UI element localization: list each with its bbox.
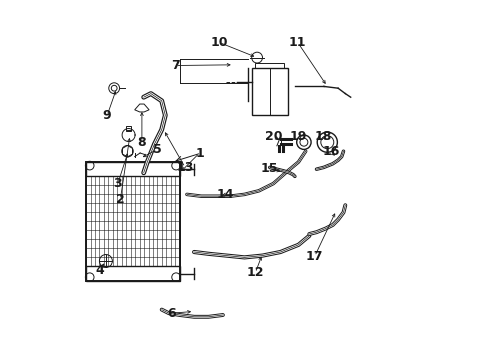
Text: 6: 6 xyxy=(167,307,176,320)
Text: 15: 15 xyxy=(260,162,277,175)
Text: 20: 20 xyxy=(264,130,282,143)
Text: 17: 17 xyxy=(305,250,323,263)
Text: 12: 12 xyxy=(246,266,264,279)
Text: 19: 19 xyxy=(288,130,306,143)
Bar xyxy=(86,162,179,176)
Bar xyxy=(255,63,284,68)
Text: 10: 10 xyxy=(210,36,227,49)
Bar xyxy=(125,126,131,131)
Bar xyxy=(251,68,287,115)
Text: 11: 11 xyxy=(288,36,306,49)
Bar xyxy=(86,266,179,281)
Bar xyxy=(86,162,179,281)
Text: 16: 16 xyxy=(322,145,339,158)
Text: 9: 9 xyxy=(102,109,111,122)
Text: 18: 18 xyxy=(314,130,331,143)
Text: 13: 13 xyxy=(176,161,193,174)
Text: 3: 3 xyxy=(113,177,122,190)
Text: 4: 4 xyxy=(95,264,104,276)
Text: 2: 2 xyxy=(116,193,124,206)
Text: 5: 5 xyxy=(153,143,162,156)
Text: 1: 1 xyxy=(195,147,203,159)
Bar xyxy=(86,176,179,266)
Text: 8: 8 xyxy=(137,136,146,149)
Text: 7: 7 xyxy=(171,59,180,72)
Text: 14: 14 xyxy=(217,188,234,201)
